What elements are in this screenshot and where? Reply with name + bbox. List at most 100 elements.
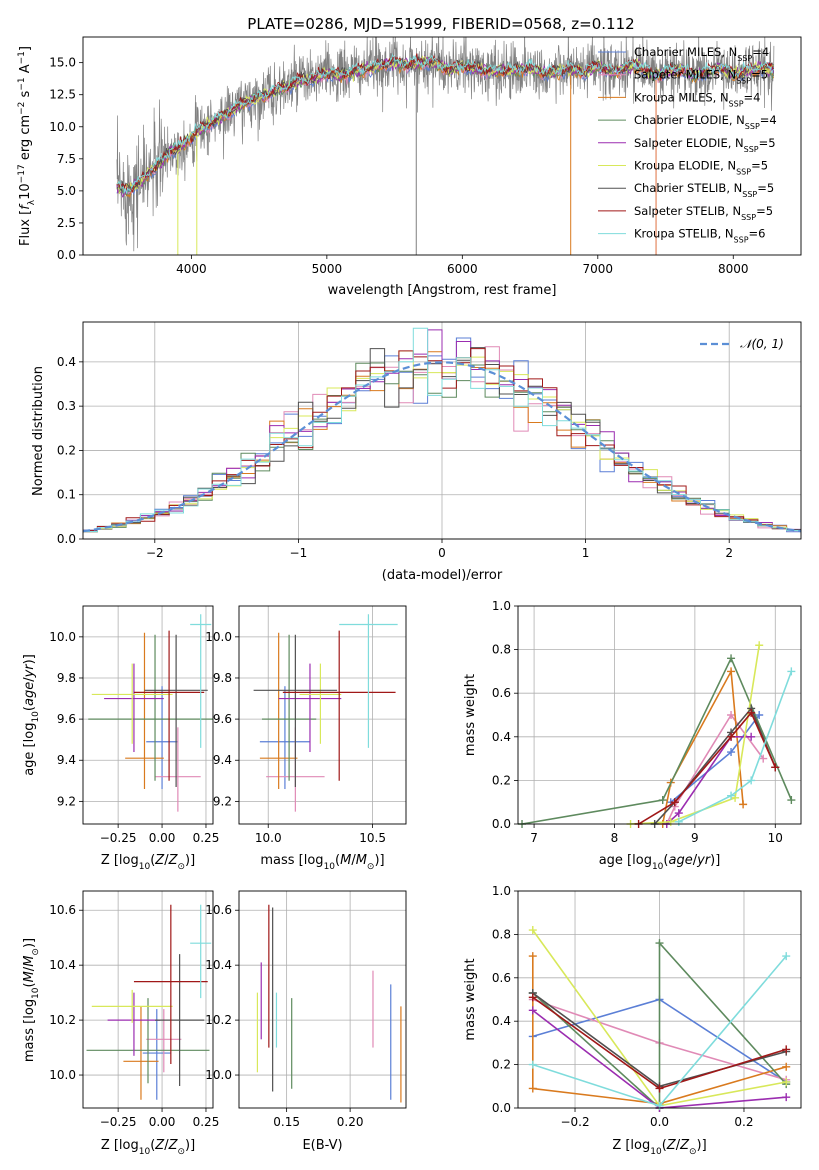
age_vs_z-errorbar-chabrier_miles: [146, 686, 178, 790]
residuals-ytick-label: 0.4: [57, 355, 76, 369]
age-vs-z-xlabel: Z [log10(Z/Z⊙)]: [101, 853, 195, 872]
spectrum-ylabel-part: −1: [17, 77, 27, 90]
legend-item-chabrier_stelib: Chabrier STELIB, NSSP=5: [634, 181, 774, 199]
weight_vs_z-xtick-label: 0.2: [734, 1115, 753, 1129]
weight-vs-age-xlabel-part: )]: [710, 853, 720, 868]
mass-vs-z-ylabel-part: /: [22, 966, 37, 971]
residuals-xtick-label: 2: [725, 546, 733, 560]
weight_vs_z-ytick-label: 0.4: [492, 1014, 511, 1028]
weight_vs_age-marker-kroupa_miles: [739, 800, 748, 809]
legend-sub: SSP: [734, 235, 749, 244]
weight_vs_z-line-kroupa_miles: [532, 956, 787, 1105]
age-vs-z-ylabel-part: (: [22, 706, 37, 711]
age-vs-mass-xlabel: mass [log10(M/M⊙)]: [260, 853, 384, 872]
weight_vs_age-ytick-label: 0.8: [492, 643, 511, 657]
weight_vs_age-marker-salpeter_miles: [727, 711, 736, 719]
spectrum-xtick-label: 6000: [447, 262, 478, 276]
age_vs_mass-ytick-label: 9.6: [213, 712, 232, 726]
mass_vs_z-ytick-label: 10.2: [49, 1013, 76, 1027]
legend-text: Kroupa MILES, N: [634, 90, 729, 104]
age_vs_z-axes: −0.25 0.00 0.25 9.2 9.4 9.6 9.8 10.0: [49, 606, 219, 845]
residuals-xtick-label: −1: [290, 546, 308, 560]
mass_vs_z-ytick-label: 10.4: [49, 958, 76, 972]
legend-tail: =6: [749, 227, 766, 241]
spectrum-ytick-label: 12.5: [49, 88, 76, 102]
residuals-ytick-label: 0.1: [57, 488, 76, 502]
weight_vs_z-ytick-label: 0.0: [492, 1101, 511, 1115]
weight_vs_z-marker-salpeter_stelib: [655, 1084, 664, 1093]
mass_vs_ebv-ytick-label: 10.4: [205, 958, 232, 972]
age_vs_z-ytick-label: 9.6: [57, 712, 76, 726]
age_vs_mass-errorbar-chabrier_miles: [259, 686, 310, 790]
legend-item-salpeter_miles: Salpeter MILES, NSSP=5: [634, 68, 768, 86]
weight-vs-z-xlabel-part: /: [676, 1138, 681, 1153]
spectrum-xtick-label: 4000: [176, 262, 207, 276]
mass_vs_z-errorbar-kroupa_miles: [123, 1006, 159, 1100]
mass-vs-z-xlabel-part: Z: [154, 1138, 165, 1153]
mass_vs_z-errorbar-salpeter_stelib: [133, 904, 208, 1065]
age-vs-z-ylabel-part: age: [22, 682, 37, 706]
weight_vs_z-marker-kroupa_elodie: [528, 926, 537, 935]
legend-text: Chabrier ELODIE, N: [634, 113, 745, 127]
weight_vs_age-marker-salpeter_stelib: [727, 732, 736, 741]
spectrum-ylabel-part: ]: [18, 46, 33, 51]
age-vs-z-ylabel-part: 10: [31, 711, 41, 723]
age_vs_z-xtick-label: −0.25: [100, 831, 137, 845]
gauss-legend-label: 𝒩(0, 1): [740, 337, 784, 351]
mass-vs-z-xlabel-part: 10: [139, 1147, 151, 1157]
residuals-ytick-label: 0.0: [57, 532, 76, 546]
legend-sub: SSP: [729, 99, 744, 108]
weight-vs-age-xlabel: age [log10(age/yr)]: [599, 853, 721, 872]
age_vs_z-errorbar-salpeter_miles: [155, 727, 201, 812]
age_vs_mass-xtick-label: 10.5: [359, 831, 386, 845]
mass_vs_z-errorbar-chabrier_elodie: [86, 998, 210, 1084]
spectrum-ylabel-part: erg cm: [18, 115, 33, 164]
age-vs-mass-xlabel-part: ⊙: [367, 862, 375, 872]
spectrum-ylabel-part: 10: [18, 183, 33, 200]
age_vs_z-ytick-label: 9.8: [57, 671, 76, 685]
mass-vs-z-ylabel-part: M: [22, 971, 37, 982]
age_vs_z-errorbar-chabrier_elodie: [88, 634, 213, 781]
weight_vs_age-ytick-label: 0.6: [492, 686, 511, 700]
mass_vs_z-ytick-label: 10.0: [49, 1068, 76, 1082]
weight_vs_age-ytick-label: 1.0: [492, 599, 511, 613]
mass_vs_ebv-frame: [238, 890, 407, 1109]
weight_vs_age-marker-salpeter_stelib: [747, 708, 756, 717]
weight_vs_z-ylabel: mass weight: [463, 958, 478, 1040]
weight_vs_age-frame: [517, 605, 802, 825]
mass-vs-z-xlabel: Z [log10(Z/Z⊙)]: [101, 1138, 195, 1157]
age_vs_mass-ytick-label: 9.2: [213, 794, 232, 808]
age_vs_z-errorbar-salpeter_stelib: [133, 630, 205, 781]
legend-tail: =5: [751, 159, 768, 173]
weight_vs_age-marker-chabrier_miles: [727, 748, 736, 757]
weight_vs_age-marker-kroupa_stelib: [747, 776, 756, 785]
weight_vs_z-frame: [517, 890, 802, 1109]
age-vs-z-xlabel-part: 10: [139, 862, 151, 872]
weight_vs_z-marker-kroupa_stelib: [528, 1060, 537, 1069]
weight_vs_z-line-chabrier_elodie: [532, 941, 787, 1108]
age-vs-z-xlabel-part: Z: [154, 853, 165, 868]
legend-text: Salpeter STELIB, N: [634, 204, 741, 218]
spectrum-ylabel-part: f: [18, 203, 33, 210]
mass_vs_ebv-ytick-label: 10.0: [205, 1068, 232, 1082]
weight-vs-age-xlabel-part: /: [693, 853, 698, 868]
legend-tail: =5: [757, 181, 774, 195]
weight_vs_z-marker-chabrier_elodie: [655, 939, 664, 948]
spectrum-ytick-label: 15.0: [49, 56, 76, 70]
spectrum-axes: 4000 5000 6000 7000 8000 0.0 2.5 5.0 7.5 10.0 12.5…: [49, 56, 748, 276]
weight_vs_z-ytick-label: 0.8: [492, 927, 511, 941]
legend-tail: =5: [756, 204, 773, 218]
gaussian-curve: [83, 361, 801, 533]
spectrum-ylabel-part: s: [18, 90, 33, 101]
weight_vs_z-ytick-label: 1.0: [492, 884, 511, 898]
mass_vs_z-ytick-label: 10.6: [49, 903, 76, 917]
age-vs-z-ylabel-part: /: [22, 677, 37, 682]
legend-text: Salpeter MILES, N: [634, 68, 736, 82]
spectrum-title: PLATE=0286, MJD=51999, FIBERID=0568, z=0…: [247, 15, 634, 33]
weight_vs_z-marker-kroupa_miles: [528, 952, 537, 961]
weight-vs-z-xlabel-part: Z [log: [612, 1138, 650, 1153]
residuals-ylabel: Normed distribution: [31, 366, 46, 496]
residuals-ytick-label: 0.2: [57, 443, 76, 457]
mass_vs_z-xtick-label: −0.25: [100, 1115, 137, 1129]
